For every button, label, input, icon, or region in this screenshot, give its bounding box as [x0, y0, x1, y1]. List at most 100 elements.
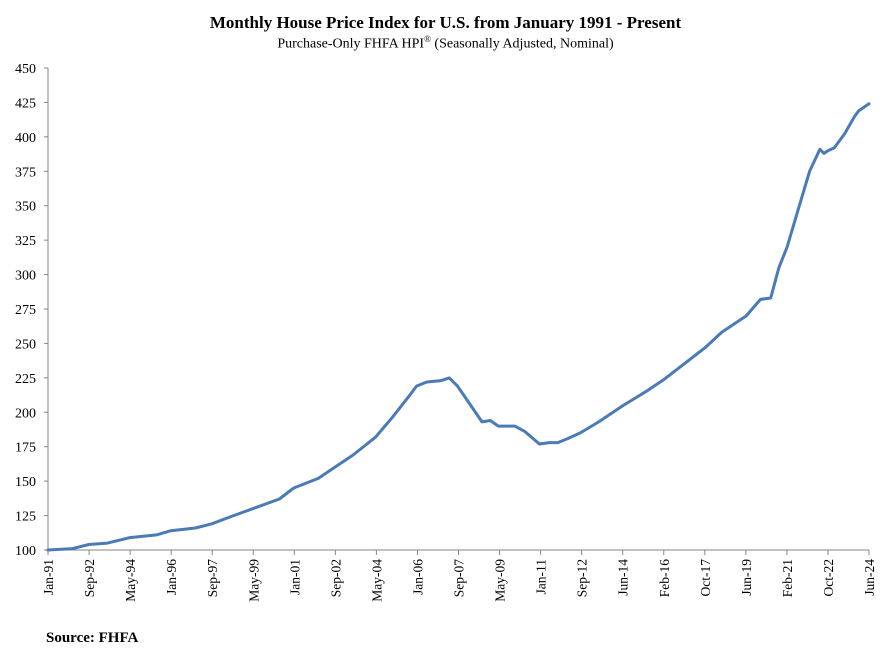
x-tick-label: Oct-17	[698, 559, 713, 597]
data-point	[622, 404, 624, 406]
data-point	[448, 377, 450, 379]
chart-title: Monthly House Price Index for U.S. from …	[209, 13, 682, 32]
data-point	[155, 534, 158, 536]
data-point	[704, 347, 706, 349]
data-point	[843, 133, 846, 135]
x-tick-label: Feb-16	[657, 559, 672, 597]
x-tick-label: Jun-19	[739, 559, 754, 596]
x-tick-label: Jun-14	[616, 559, 631, 596]
y-tick-label: 175	[15, 441, 36, 456]
data-point	[72, 548, 74, 550]
data-point	[106, 542, 108, 544]
x-tick-label: Oct-22	[821, 559, 836, 597]
y-axis: 100 125 150 175 200 225 250 275 300 325 350 375 400 4…	[15, 62, 49, 559]
data-point	[770, 297, 772, 299]
data-point	[426, 381, 428, 383]
data-point	[854, 115, 856, 117]
x-tick-label: Jan-11	[534, 559, 549, 595]
data-point	[129, 537, 131, 539]
subtitle-text: Purchase-Only FHFA HPI	[277, 36, 425, 52]
data-point	[229, 516, 231, 518]
x-tick-label: Jun-24	[862, 559, 877, 596]
data-point	[489, 419, 491, 422]
data-point	[579, 432, 581, 434]
y-tick-label: 250	[15, 337, 36, 352]
y-tick-label: 450	[15, 62, 36, 77]
data-point	[317, 477, 319, 479]
subtitle-suffix: (Seasonally Adjusted, Nominal)	[430, 36, 614, 52]
x-tick-label: May-94	[123, 559, 138, 602]
data-point	[88, 543, 90, 546]
data-point	[293, 487, 295, 489]
data-point	[440, 380, 442, 382]
y-tick-label: 425	[15, 96, 36, 111]
source-note: Source: FHFA	[46, 630, 139, 646]
x-tick-label: Sep-12	[575, 559, 590, 597]
y-tick-label: 100	[15, 544, 36, 559]
data-point	[407, 396, 409, 398]
data-point	[469, 403, 471, 405]
y-tick-label: 325	[15, 234, 36, 249]
data-point	[858, 110, 860, 112]
data-point	[557, 442, 559, 444]
data-point	[663, 378, 665, 380]
data-point	[796, 212, 798, 214]
data-point	[514, 425, 516, 427]
data-point	[352, 454, 354, 456]
x-tick-label: Jan-91	[41, 559, 56, 595]
data-point	[809, 170, 811, 172]
data-point	[778, 267, 780, 269]
x-tick-label: Jan-06	[410, 559, 425, 595]
data-point	[497, 425, 499, 427]
y-tick-label: 125	[15, 510, 36, 525]
data-point	[745, 315, 747, 317]
data-point	[647, 389, 649, 391]
data-point	[598, 421, 600, 423]
data-point	[786, 246, 788, 248]
data-point	[549, 442, 551, 444]
data-point	[833, 147, 835, 149]
data-point	[391, 417, 393, 419]
data-point	[759, 298, 762, 300]
x-tick-label: Sep-02	[328, 559, 343, 597]
data-point	[524, 431, 526, 433]
data-point	[721, 331, 723, 333]
x-tick-label: Jan-01	[287, 559, 302, 595]
data-point	[211, 523, 213, 525]
y-tick-label: 400	[15, 131, 36, 146]
y-tick-label: 300	[15, 269, 36, 284]
data-point	[334, 466, 336, 468]
data-point	[194, 527, 196, 529]
x-tick-label: May-09	[493, 559, 508, 602]
data-point	[252, 508, 254, 510]
data-point	[278, 498, 280, 500]
data-point	[170, 530, 172, 532]
hpi-series-line	[46, 102, 871, 552]
x-tick-label: Sep-97	[205, 559, 220, 597]
chart-subtitle: Purchase-Only FHFA HPI® (Seasonally Adju…	[0, 34, 891, 53]
x-tick-label: Sep-92	[82, 559, 97, 597]
x-axis: Jan-91 Sep-92 May-94 Jan-96 Sep-97 May-99 Jan-…	[41, 549, 877, 602]
x-tick-label: Jan-96	[164, 559, 179, 595]
data-point	[47, 549, 49, 551]
x-tick-label: Feb-21	[780, 559, 795, 597]
y-tick-label: 225	[15, 372, 36, 387]
y-tick-label: 150	[15, 475, 36, 490]
x-tick-label: Sep-07	[452, 559, 467, 597]
data-point	[567, 437, 569, 440]
y-tick-label: 375	[15, 165, 36, 180]
data-point	[827, 150, 829, 152]
y-tick-label: 350	[15, 200, 36, 215]
data-point	[819, 148, 821, 150]
series-group	[46, 102, 871, 552]
x-tick-label: May-04	[369, 559, 384, 602]
data-point	[868, 103, 870, 105]
registered-mark: ®	[424, 34, 431, 44]
y-tick-label: 200	[15, 406, 36, 421]
data-point	[823, 152, 825, 154]
data-point	[538, 443, 541, 445]
data-point	[375, 436, 377, 438]
data-point	[456, 385, 459, 387]
y-tick-label: 275	[15, 303, 36, 318]
